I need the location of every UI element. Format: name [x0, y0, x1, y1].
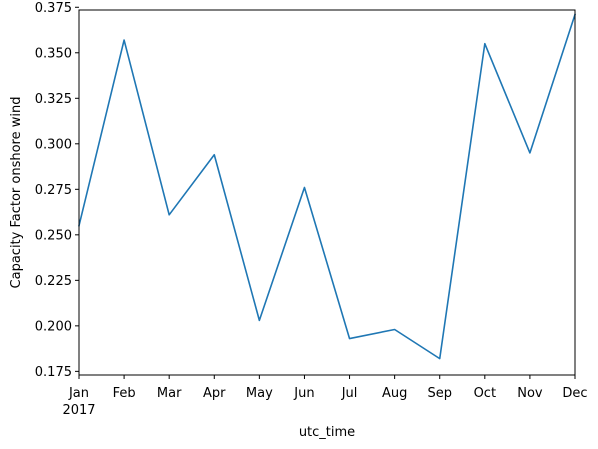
- series-layer: [78, 13, 577, 360]
- x-tick-label: May: [246, 386, 273, 401]
- axes-layer: 0.175 0.200 0.225 0.250 0.275 0.300 0.325 0.350…: [35, 1, 588, 401]
- series-line-0: [78, 13, 577, 360]
- x-tick-label: Nov: [517, 386, 543, 401]
- x-tick-label: Sep: [427, 386, 452, 401]
- x-tick-label: Dec: [562, 386, 587, 401]
- x-tick-label: Mar: [157, 386, 182, 401]
- y-tick-label: 0.175: [35, 365, 72, 380]
- y-tick-label: 0.250: [35, 228, 72, 243]
- x-tick-label: Jun: [293, 386, 314, 401]
- x-tick-label: Apr: [203, 386, 226, 401]
- y-axis-label: Capacity Factor onshore wind: [9, 97, 24, 289]
- y-tick-label: 0.225: [35, 274, 72, 289]
- x-year-label: 2017: [62, 403, 95, 418]
- x-axis-label: utc_time: [299, 425, 355, 440]
- y-tick-label: 0.350: [35, 46, 72, 61]
- x-tick-label: Feb: [113, 386, 136, 401]
- x-tick-label: Aug: [382, 386, 407, 401]
- y-tick-label: 0.275: [35, 183, 72, 198]
- x-tick-label: Oct: [474, 386, 496, 401]
- x-tick-label: Jul: [341, 386, 358, 401]
- y-tick-label: 0.375: [35, 1, 72, 16]
- y-tick-label: 0.200: [35, 319, 72, 334]
- y-tick-label: 0.300: [35, 137, 72, 152]
- y-tick-label: 0.325: [35, 92, 72, 107]
- x-tick-label: Jan: [68, 386, 89, 401]
- axes-frame: [78, 9, 576, 376]
